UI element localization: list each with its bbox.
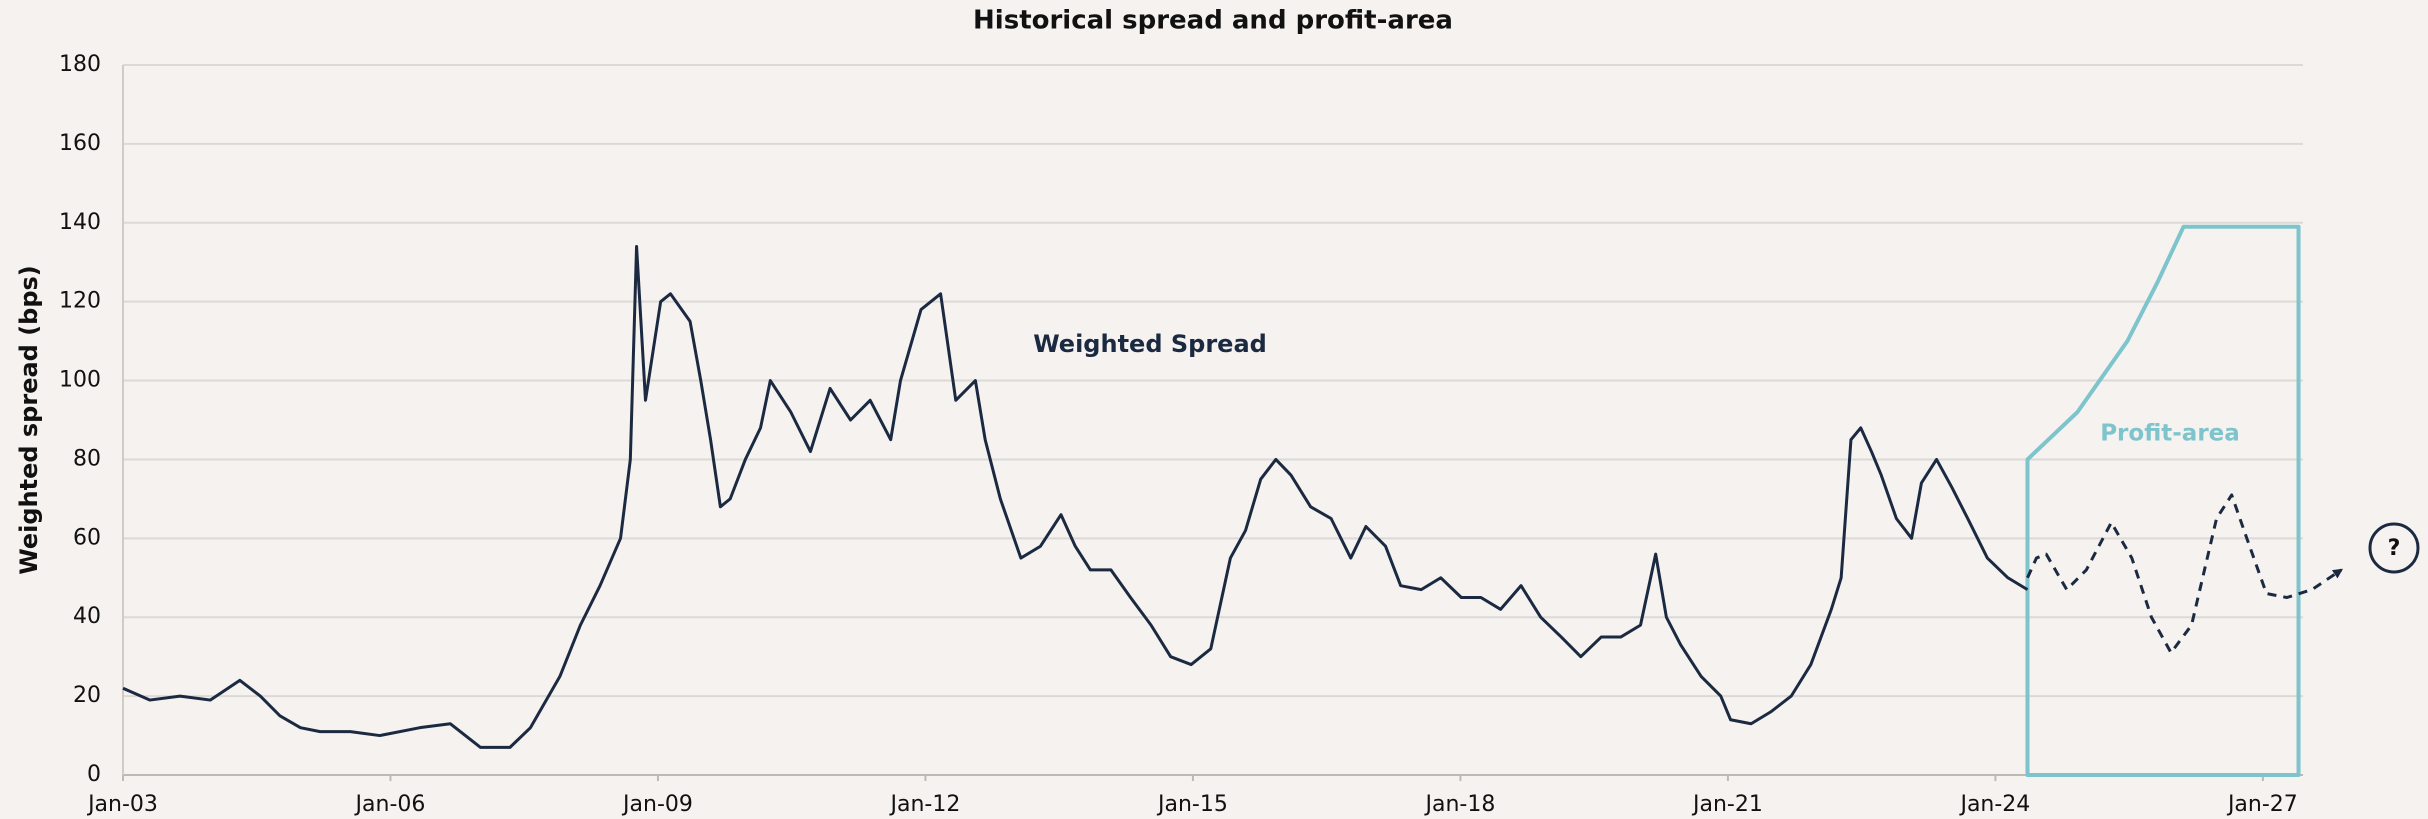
x-tick-label: Jan-03 xyxy=(86,792,158,817)
y-tick-label: 120 xyxy=(59,289,101,314)
chart-title: Historical spread and profit-area xyxy=(973,6,1453,36)
y-tick-label: 140 xyxy=(59,210,101,235)
y-tick-label: 60 xyxy=(73,525,101,550)
y-tick-label: 180 xyxy=(59,52,101,77)
x-tick-label: Jan-24 xyxy=(1958,792,2030,817)
x-tick-label: Jan-15 xyxy=(1156,792,1228,817)
y-tick-label: 40 xyxy=(73,604,101,629)
y-axis-label: Weighted spread (bps) xyxy=(15,265,43,575)
y-tick-label: 0 xyxy=(87,762,101,787)
x-tick-label: Jan-27 xyxy=(2226,792,2298,817)
y-tick-label: 100 xyxy=(59,368,101,393)
y-tick-label: 20 xyxy=(73,683,101,708)
x-tick-label: Jan-06 xyxy=(354,792,426,817)
x-tick-label: Jan-12 xyxy=(889,792,961,817)
y-tick-label: 160 xyxy=(59,131,101,156)
x-tick-label: Jan-18 xyxy=(1423,792,1495,817)
profit-area xyxy=(2025,224,2301,777)
profit-area-label: Profit-area xyxy=(2100,421,2240,447)
question-text: ? xyxy=(2388,536,2401,561)
spread-line xyxy=(122,244,2029,749)
question-circle xyxy=(2368,522,2420,574)
forecast-line xyxy=(2026,493,2344,655)
x-tick-label: Jan-21 xyxy=(1691,792,1763,817)
series-label: Weighted Spread xyxy=(1033,330,1267,358)
y-tick-label: 80 xyxy=(73,446,101,471)
x-tick-label: Jan-09 xyxy=(621,792,693,817)
